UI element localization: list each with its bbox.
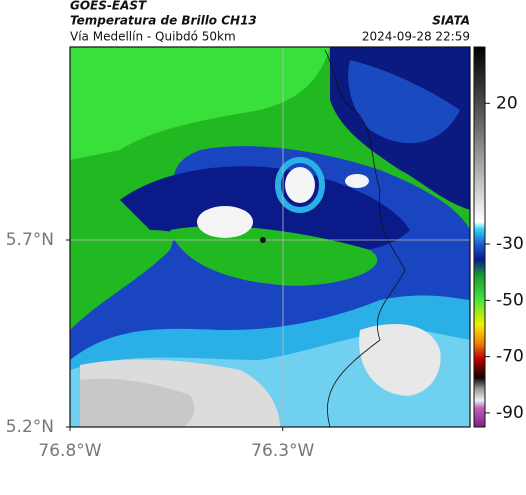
colorbar-tick-label: 20: [496, 93, 518, 113]
x-tick-label: 76.8°W: [38, 441, 101, 461]
colorbar: [473, 46, 486, 428]
y-tick-label: 5.2°N: [6, 417, 54, 437]
agency: SIATA: [432, 14, 470, 28]
x-tick-label: 76.3°W: [251, 441, 314, 461]
satellite-image: [70, 47, 470, 427]
title: Temperatura de Brillo CH13: [70, 14, 257, 28]
colorbar-tick-label: -90: [496, 403, 524, 423]
map-frame: [69, 46, 471, 428]
colorbar-tick-label: -30: [496, 234, 524, 254]
source: GOES-EAST: [70, 0, 147, 13]
timestamp: 2024-09-28 22:59: [362, 30, 470, 44]
subtitle: Vía Medellín - Quibdó 50km: [70, 30, 236, 44]
colorbar-tick-label: -70: [496, 347, 524, 367]
y-tick-label: 5.7°N: [6, 230, 54, 250]
colorbar-tick-label: -50: [496, 290, 524, 310]
